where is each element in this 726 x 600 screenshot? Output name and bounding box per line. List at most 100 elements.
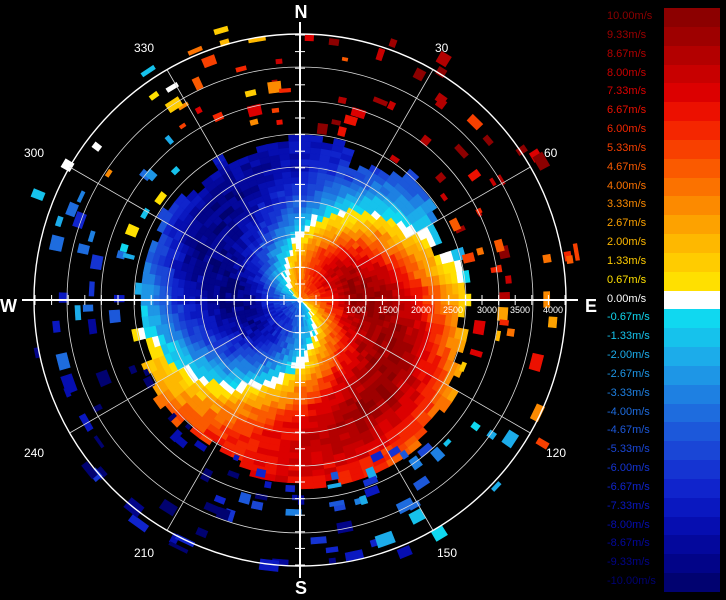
echo-cell bbox=[427, 285, 436, 296]
azimuth-label-300: 300 bbox=[24, 146, 44, 160]
legend-swatch bbox=[664, 516, 720, 536]
echo-cell bbox=[331, 119, 342, 126]
echo-cell bbox=[238, 491, 252, 505]
legend-entry: 8.00m/s bbox=[604, 64, 722, 84]
echo-cell bbox=[131, 328, 141, 342]
echo-cell bbox=[255, 468, 267, 478]
plot-labels: N E S W 30 60 120 150 210 240 300 330 10… bbox=[0, 2, 597, 598]
range-label-1000: 1000 bbox=[346, 305, 366, 315]
echo-cell bbox=[482, 134, 494, 147]
echo-cell bbox=[288, 140, 301, 148]
echo-cell bbox=[290, 236, 297, 244]
azimuth-label-210: 210 bbox=[134, 546, 154, 560]
echo-cell bbox=[341, 146, 355, 157]
echo-cell bbox=[299, 446, 312, 454]
legend-label: -3.33m/s bbox=[607, 386, 650, 399]
echo-cell bbox=[227, 470, 240, 480]
echo-cell bbox=[288, 452, 301, 460]
legend-label: 1.33m/s bbox=[607, 254, 647, 267]
echo-cell bbox=[200, 289, 208, 298]
legend-swatch bbox=[664, 309, 720, 329]
echo-cell bbox=[472, 319, 486, 336]
echo-cell bbox=[299, 194, 308, 202]
echo-cell bbox=[219, 445, 234, 457]
echo-cell bbox=[499, 319, 510, 326]
echo-cell bbox=[299, 170, 310, 178]
echo-cell bbox=[74, 305, 82, 321]
echo-cell bbox=[254, 301, 262, 306]
echo-cell bbox=[289, 152, 301, 160]
echo-cell bbox=[189, 425, 204, 439]
echo-cell bbox=[396, 545, 413, 560]
echo-cell bbox=[344, 294, 352, 299]
echo-cell bbox=[146, 304, 155, 317]
echo-cell bbox=[439, 192, 449, 202]
echo-cell bbox=[368, 302, 376, 309]
echo-cell bbox=[152, 395, 166, 410]
legend-swatch bbox=[664, 478, 720, 499]
echo-cell bbox=[330, 471, 339, 481]
azimuth-spoke bbox=[356, 166, 531, 268]
echo-cell bbox=[454, 225, 466, 234]
echo-cell bbox=[307, 182, 317, 191]
echo-cell bbox=[63, 387, 72, 398]
azimuth-label-120: 120 bbox=[546, 446, 566, 460]
echo-cell bbox=[191, 76, 204, 91]
echo-cell bbox=[235, 65, 247, 73]
echo-cell bbox=[310, 536, 327, 545]
legend-entry: -8.67m/s bbox=[604, 535, 722, 555]
echo-cell bbox=[434, 92, 448, 106]
echo-cell bbox=[499, 291, 511, 301]
echo-cell bbox=[206, 289, 214, 298]
legend-entry: 4.67m/s bbox=[604, 158, 722, 179]
echo-cell bbox=[506, 328, 515, 337]
echo-cell bbox=[299, 434, 311, 442]
echo-cell bbox=[404, 303, 412, 312]
echo-cell bbox=[439, 398, 453, 414]
echo-cell bbox=[443, 438, 452, 448]
legend-label: 8.67m/s bbox=[607, 47, 647, 60]
echo-cell bbox=[362, 475, 379, 487]
echo-cell bbox=[424, 197, 438, 212]
echo-cell bbox=[299, 200, 308, 208]
legend-entry: 0.67m/s bbox=[604, 271, 722, 292]
echo-cell bbox=[565, 255, 574, 265]
echo-cell bbox=[299, 482, 314, 490]
echo-cell bbox=[87, 230, 96, 243]
echo-cell bbox=[327, 482, 342, 490]
echo-cell bbox=[140, 283, 149, 296]
echo-cell bbox=[304, 373, 312, 382]
legend-entry: -7.33m/s bbox=[604, 497, 722, 518]
echo-cell bbox=[380, 290, 388, 298]
legend-swatch bbox=[664, 234, 720, 254]
echo-cell bbox=[127, 514, 150, 533]
echo-cell bbox=[158, 284, 167, 296]
echo-cell bbox=[493, 238, 505, 253]
echo-cell bbox=[152, 284, 161, 296]
echo-cell bbox=[299, 416, 309, 424]
echo-cell bbox=[236, 301, 244, 307]
legend-entry: -6.67m/s bbox=[604, 478, 722, 499]
legend-entry: 6.00m/s bbox=[604, 121, 722, 141]
legend-label: -7.33m/s bbox=[607, 499, 650, 512]
compass-west: W bbox=[0, 296, 17, 316]
echo-cell bbox=[170, 165, 181, 176]
legend-entry: 6.67m/s bbox=[604, 102, 722, 122]
echo-cell bbox=[185, 189, 199, 203]
echo-cell bbox=[188, 303, 196, 312]
echo-cell bbox=[292, 398, 301, 406]
echo-cell bbox=[193, 439, 208, 452]
legend-entry: 3.33m/s bbox=[604, 196, 722, 216]
echo-cell bbox=[299, 140, 312, 148]
echo-cell bbox=[291, 188, 301, 196]
echo-cell bbox=[467, 168, 482, 182]
echo-cell bbox=[128, 364, 138, 375]
echo-cell bbox=[408, 455, 423, 471]
echo-cell bbox=[374, 530, 396, 549]
legend-entry: 4.00m/s bbox=[604, 177, 722, 197]
echo-cell bbox=[158, 498, 179, 517]
echo-cell bbox=[289, 434, 301, 442]
legend-label: 2.67m/s bbox=[607, 217, 647, 230]
echo-cell bbox=[250, 500, 264, 511]
echo-cell bbox=[170, 286, 179, 297]
